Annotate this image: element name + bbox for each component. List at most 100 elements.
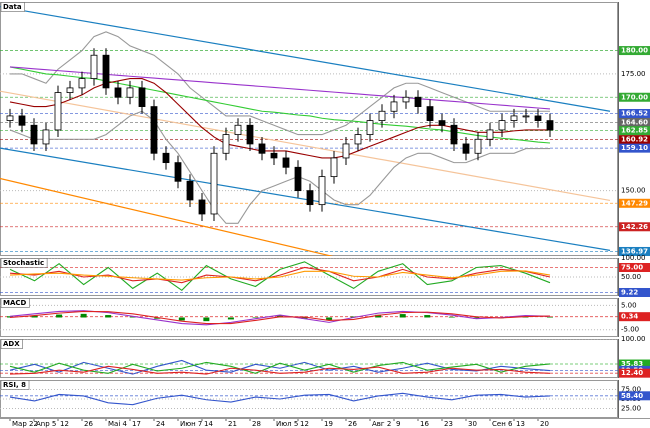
y-tick-label: 50.00 — [621, 273, 641, 281]
histogram-bar — [547, 317, 553, 318]
y-tick-label: 150.00 — [621, 187, 646, 195]
indicator-line — [9, 365, 551, 375]
histogram-bar — [448, 316, 455, 318]
y-tick-label: 75.00 — [621, 386, 641, 394]
trendline — [0, 177, 334, 256]
x-tick-label: Авг 2 — [372, 420, 391, 428]
indicator-line — [9, 392, 551, 406]
candle-body — [162, 152, 170, 164]
candle-body — [78, 78, 86, 89]
level-box — [619, 135, 650, 145]
level-label: 142.26 — [621, 223, 648, 231]
candle-body — [30, 124, 38, 145]
histogram-bar — [129, 316, 136, 318]
candle-body — [486, 129, 494, 140]
x-tick-label: 26 — [84, 420, 93, 428]
candle-body — [174, 162, 182, 182]
candle-body — [282, 157, 290, 168]
y-tick-label: 25.00 — [621, 405, 641, 413]
panel-title-box — [0, 380, 30, 390]
histogram-bar — [105, 315, 112, 318]
x-tick-label: 21 — [228, 420, 237, 428]
candle-body — [462, 143, 470, 154]
candle-body — [210, 152, 218, 215]
level-label: 164.60 — [621, 118, 648, 126]
level-box — [619, 391, 650, 401]
candle-body — [342, 143, 350, 159]
level-box — [619, 126, 650, 136]
level-box — [619, 92, 650, 102]
x-tick-label: 17 — [132, 420, 141, 428]
histogram-bar — [56, 314, 63, 318]
candle-body — [66, 87, 74, 93]
candle-body — [246, 124, 254, 145]
indicator-line — [9, 78, 550, 159]
trendline — [0, 90, 611, 202]
histogram-bar — [424, 315, 431, 318]
candle-body — [474, 138, 482, 154]
candle-body — [114, 87, 122, 98]
x-tick-label: 16 — [420, 420, 429, 428]
level-box — [619, 312, 650, 322]
indicator-line — [9, 270, 551, 281]
candle-body — [306, 190, 314, 206]
y-tick-label: 5.00 — [621, 301, 637, 309]
x-tick-label: Mai 4 — [108, 420, 127, 428]
candle-body — [150, 106, 158, 154]
indicator-line — [9, 110, 550, 224]
indicator-line — [9, 361, 551, 374]
plot-area — [0, 339, 618, 375]
level-label: 180.00 — [621, 47, 648, 55]
level-box — [619, 263, 650, 272]
candle-body — [414, 96, 422, 107]
panel-frame — [0, 298, 618, 337]
candle-body — [378, 110, 386, 121]
candle-body — [450, 124, 458, 145]
histogram-bar — [154, 317, 161, 319]
panel-title: RSI, 8 — [3, 381, 26, 389]
candle-body — [330, 157, 338, 178]
candle-body — [138, 87, 146, 107]
histogram-bar — [375, 314, 382, 318]
level-box — [619, 117, 650, 127]
x-tick-label: Map 22 — [12, 420, 38, 428]
candle-body — [318, 176, 326, 206]
candle-body — [6, 115, 14, 121]
candle-body — [222, 134, 230, 154]
level-label: 58.40 — [621, 392, 643, 400]
level-label: 35.83 — [621, 360, 643, 368]
plot-area — [0, 6, 618, 256]
x-tick-label: 24 — [156, 420, 165, 428]
level-label: 162.85 — [621, 127, 648, 135]
level-label: 9.22 — [621, 288, 638, 296]
panel-title-box — [0, 298, 30, 308]
level-box — [619, 359, 650, 369]
indicator-line — [9, 310, 551, 325]
x-tick-label: 12 — [300, 420, 309, 428]
level-box — [619, 143, 650, 153]
y-tick-label: 100.00 — [621, 335, 646, 343]
panel-title-box — [0, 339, 23, 349]
panel-title: ADX — [3, 340, 20, 348]
level-label: 12.40 — [621, 369, 643, 377]
x-tick-label: 20 — [540, 420, 549, 428]
indicator-line — [9, 66, 551, 110]
histogram-bar — [227, 317, 234, 320]
plot-area — [0, 304, 618, 331]
x-tick-label: 26 — [348, 420, 357, 428]
candle-body — [258, 143, 266, 154]
level-box — [619, 287, 650, 297]
panel-title-box — [0, 258, 48, 268]
candle-body — [102, 54, 110, 89]
x-tick-label: Сен 6 — [492, 420, 513, 428]
panel-title-box — [0, 2, 25, 12]
candle-body — [42, 129, 50, 145]
indicator-line — [9, 359, 551, 375]
candle-body — [402, 96, 410, 103]
panel-title: Stochastic — [3, 259, 44, 267]
panel-frame — [0, 2, 618, 256]
histogram-bar — [7, 316, 13, 318]
x-tick-label: Anp 5 — [36, 420, 56, 428]
candle-body — [522, 115, 530, 118]
histogram-bar — [326, 317, 333, 320]
